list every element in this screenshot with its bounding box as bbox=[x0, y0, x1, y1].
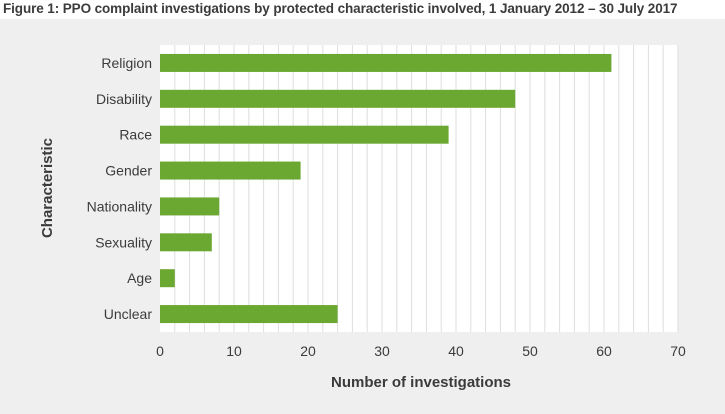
bars bbox=[160, 53, 612, 324]
plot-area bbox=[160, 45, 678, 332]
x-tick-label: 60 bbox=[596, 343, 612, 359]
category-label-unclear: Unclear bbox=[104, 306, 153, 322]
figure-title: Figure 1: PPO complaint investigations b… bbox=[3, 1, 678, 16]
bar-religion bbox=[160, 53, 612, 72]
category-label-nationality: Nationality bbox=[87, 198, 152, 214]
x-axis-title: Number of investigations bbox=[331, 374, 511, 391]
x-tick-label: 20 bbox=[300, 343, 316, 359]
bar-nationality bbox=[160, 197, 220, 216]
bar-sexuality bbox=[160, 233, 212, 252]
y-axis-title: Characteristic bbox=[39, 138, 56, 238]
x-tick-labels: 0 10 20 30 40 50 60 70 bbox=[156, 343, 686, 359]
category-label-disability: Disability bbox=[96, 91, 152, 107]
x-tick-label: 10 bbox=[226, 343, 242, 359]
bar-race bbox=[160, 125, 449, 144]
x-tick-label: 0 bbox=[156, 343, 164, 359]
category-label-gender: Gender bbox=[105, 163, 152, 179]
bar-unclear bbox=[160, 305, 338, 324]
x-tick-label: 30 bbox=[374, 343, 390, 359]
x-tick-label: 50 bbox=[522, 343, 538, 359]
category-label-religion: Religion bbox=[101, 55, 152, 71]
x-tick-label: 40 bbox=[448, 343, 464, 359]
category-label-race: Race bbox=[119, 127, 152, 143]
category-label-sexuality: Sexuality bbox=[95, 234, 152, 250]
bar-disability bbox=[160, 89, 516, 108]
bar-gender bbox=[160, 161, 301, 180]
bar-age bbox=[160, 269, 175, 288]
category-labels: Religion Disability Race Gender Nationality S… bbox=[87, 55, 153, 322]
category-label-age: Age bbox=[127, 270, 152, 286]
x-tick-label: 70 bbox=[670, 343, 686, 359]
